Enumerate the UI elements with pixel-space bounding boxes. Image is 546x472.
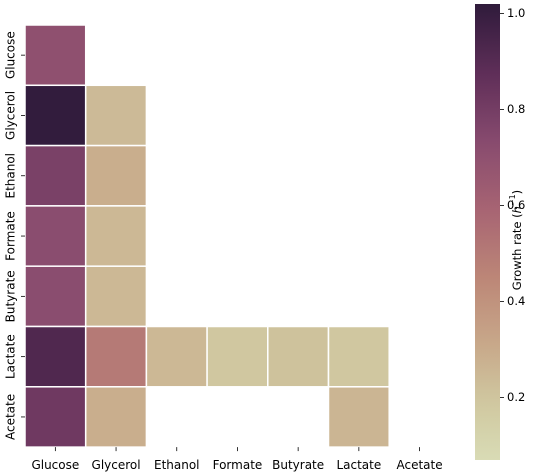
x-axis-ticks: Glucose Glycerol Ethanol Formate Butyrate Lac… xyxy=(31,447,443,472)
y-tick-label-butyrate: Butyrate xyxy=(4,270,18,322)
x-tick-label-glycerol: Glycerol xyxy=(92,458,141,472)
x-tick-label-acetate: Acetate xyxy=(396,458,442,472)
heatmap-cell-lactate-butyrate xyxy=(267,325,330,388)
heatmap-cell-glycerol-glycerol xyxy=(84,84,148,147)
colorbar-tick-label: 1.0 xyxy=(507,6,525,20)
x-tick-label-formate: Formate xyxy=(213,458,263,472)
heatmap-cell-butyrate-glycerol xyxy=(84,265,148,328)
heatmap-cell-acetate-glycerol xyxy=(84,386,148,448)
heatmap-cell-lactate-ethanol xyxy=(145,325,208,388)
colorbar-tick-label: 0.8 xyxy=(507,102,525,116)
colorbar-tick-label: 0.2 xyxy=(507,390,525,404)
colorbar-label-var: h xyxy=(510,206,524,213)
y-axis-ticks: Glucose Glycerol Ethanol Formate Butyrate Lac… xyxy=(4,31,25,440)
y-tick-label-formate: Formate xyxy=(4,211,18,261)
heatmap-cell-glucose-glucose xyxy=(24,24,87,87)
heatmap-cell-ethanol-glycerol xyxy=(84,144,148,207)
heatmap-cell-formate-glycerol xyxy=(84,205,148,267)
colorbar-ticks: 0.2 0.4 0.6 0.8 1.0 xyxy=(500,6,525,404)
heatmap-cell-lactate-glycerol xyxy=(84,325,148,388)
colorbar-label-sup: −1 xyxy=(508,194,517,206)
x-tick-label-ethanol: Ethanol xyxy=(154,458,200,472)
heatmap-cell-glycerol-glucose xyxy=(24,84,87,147)
x-tick-label-glucose: Glucose xyxy=(31,458,79,472)
colorbar-label: Growth rate (h−1) xyxy=(508,190,524,290)
heatmap-cell-lactate-glucose xyxy=(24,325,87,388)
colorbar-label-prefix: Growth rate ( xyxy=(510,213,524,290)
heatmap-cell-lactate-formate xyxy=(206,325,269,388)
heatmap-cell-butyrate-glucose xyxy=(24,265,87,328)
colorbar-tick-label: 0.4 xyxy=(507,294,525,308)
heatmap-cells xyxy=(24,24,390,448)
heatmap-cell-ethanol-glucose xyxy=(24,144,87,207)
heatmap-cell-lactate-lactate xyxy=(327,325,390,388)
y-tick-label-glycerol: Glycerol xyxy=(4,91,18,140)
heatmap-cell-acetate-lactate xyxy=(327,386,390,448)
colorbar-label-suffix: ) xyxy=(510,190,524,195)
colorbar-tick-label: 0.6 xyxy=(507,198,525,212)
colorbar-gradient xyxy=(475,4,500,460)
x-tick-label-butyrate: Butyrate xyxy=(272,458,324,472)
y-tick-label-acetate: Acetate xyxy=(4,394,18,440)
y-tick-label-lactate: Lactate xyxy=(4,334,18,379)
heatmap-cell-acetate-glucose xyxy=(24,386,87,448)
y-tick-label-glucose: Glucose xyxy=(4,31,18,79)
heatmap-cell-formate-glucose xyxy=(24,205,87,267)
x-tick-label-lactate: Lactate xyxy=(336,458,381,472)
y-tick-label-ethanol: Ethanol xyxy=(4,153,18,199)
colorbar: 0.2 0.4 0.6 0.8 1.0 Growth rate (h−1) xyxy=(475,4,525,460)
